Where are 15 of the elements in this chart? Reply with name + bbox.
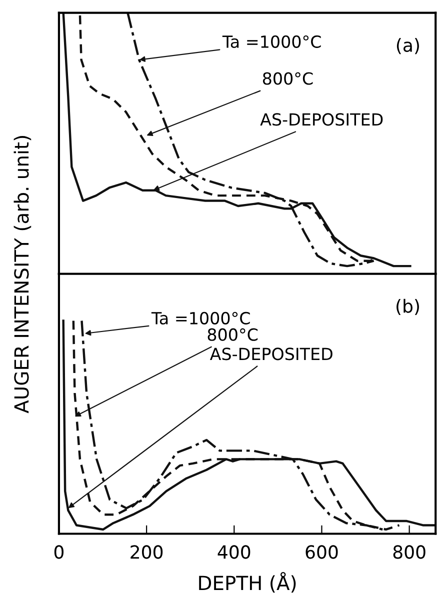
annotation: (a) bbox=[396, 38, 419, 54]
annotation: 800°C bbox=[208, 328, 258, 341]
annotation: Ta =1000°C bbox=[222, 35, 321, 48]
x-tick-label: 0 bbox=[54, 545, 64, 559]
annotation: AS-DEPOSITED bbox=[260, 113, 383, 126]
x-axis-title: DEPTH (Å) bbox=[199, 572, 296, 593]
x-tick-label: 600 bbox=[306, 545, 338, 559]
annotation: AS-DEPOSITED bbox=[210, 348, 332, 360]
y-axis-title: AUGER INTENSITY (arb. unit) bbox=[14, 136, 32, 414]
annotation: 800°C bbox=[262, 72, 313, 85]
annotation: Ta =1000°C bbox=[151, 312, 250, 324]
x-tick-label: 800 bbox=[393, 545, 426, 559]
x-tick-label: 400 bbox=[218, 545, 250, 559]
text: (b) bbox=[396, 298, 419, 316]
x-tick-label: 200 bbox=[130, 545, 163, 559]
